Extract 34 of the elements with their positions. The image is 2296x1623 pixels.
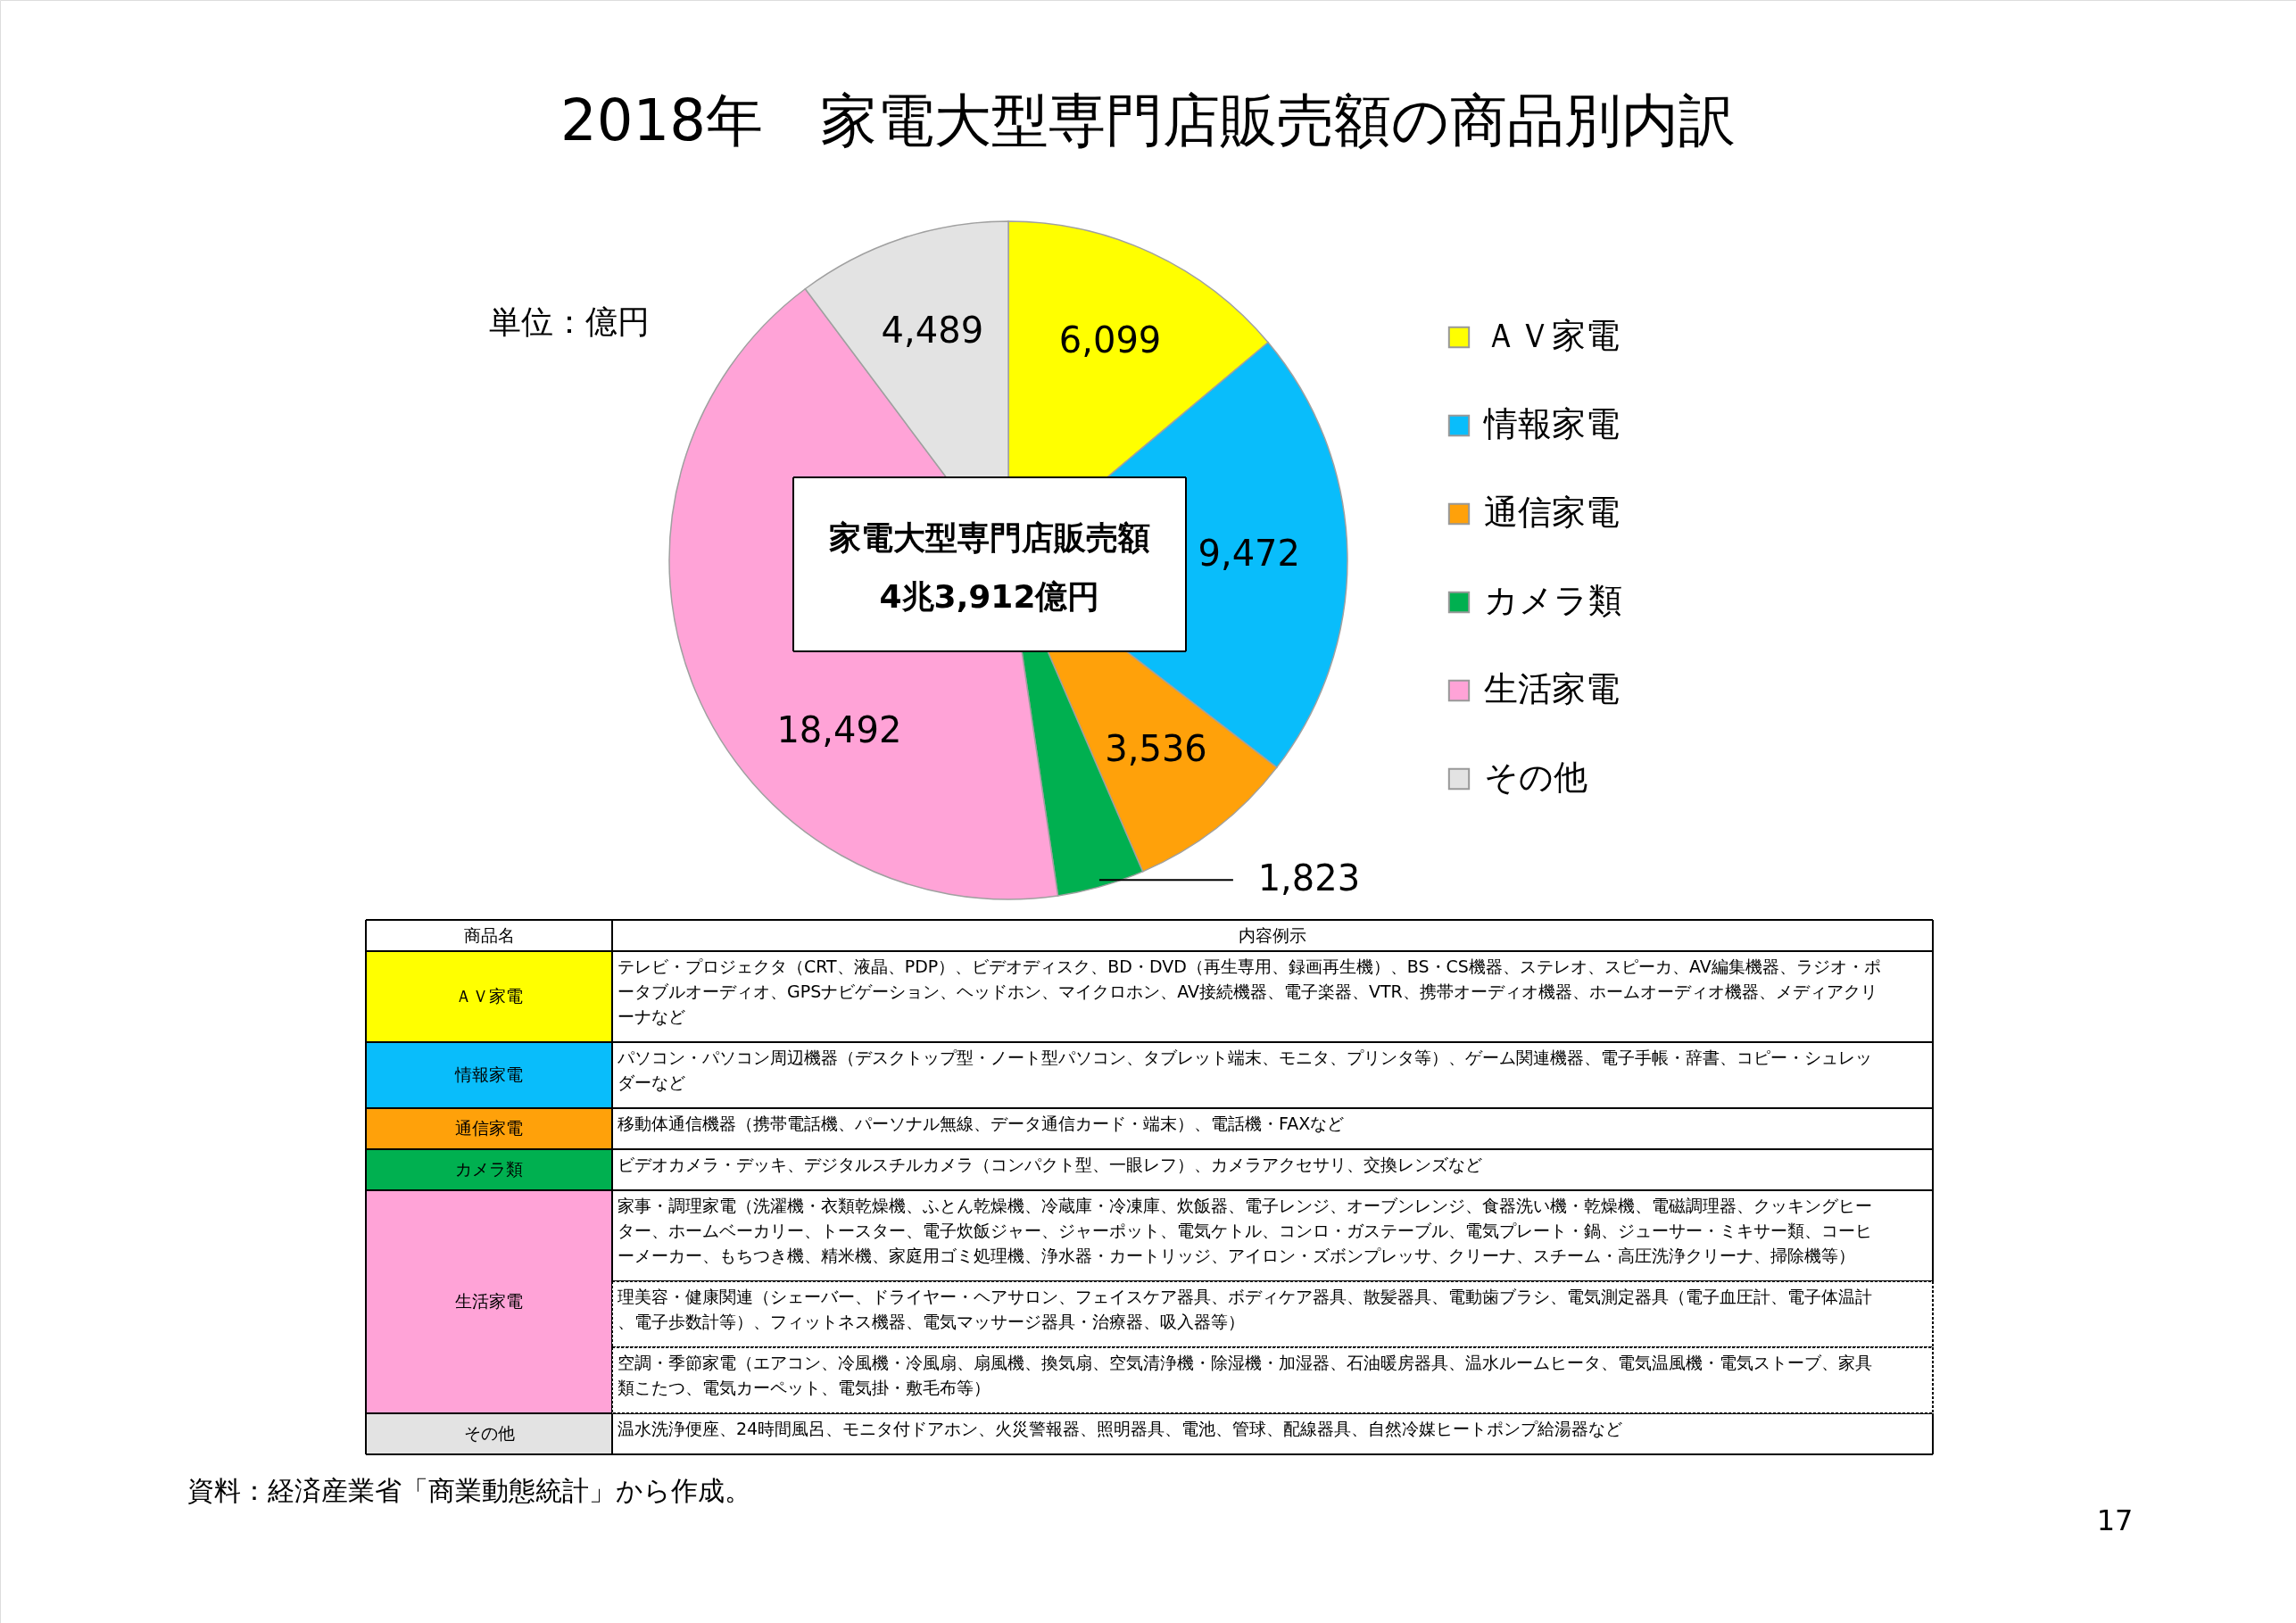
data-label: 4,489 <box>881 310 984 351</box>
text: 空調・季節家電（エアコン、冷風機・冷風扇、扇風機、換気扇、空気清浄機・除湿機・加湿器、石油暖房器具、温水ルームヒータ、電気温風機・電気ストーブ、家具類こたつ、電気カーペット、電気掛・敷毛布等） <box>618 1353 1872 1397</box>
legend-label: ＡＶ家電 <box>1484 316 1620 355</box>
text: 家事・調理家電（洗濯機・衣類乾燥機、ふとん乾燥機、冷蔵庫・冷凍庫、炊飯器、電子レンジ、オーブンレンジ、食器洗い機・乾燥機、電磁調理器、クッキングヒーター、ホームベーカリー、トースター、電子炊飯ジャー、ジャーポット、電気ケトル、コンロ・ガステーブル、電気プレート・鍋、ジューサー・ミキサー類、コーヒーメーカー、もちつき機、精米機、家庭用ゴミ処理機、浄水器・カートリッジ、アイロン・ズボンプレッサ、クリーナ、スチーム・高圧洗浄クリーナ、掃除機等） <box>618 1196 1872 1265</box>
text: 17 <box>2096 1503 2134 1537</box>
data-label: 3,536 <box>1105 728 1207 770</box>
data-label: 6,099 <box>1058 319 1162 361</box>
category-label: 情報家電 <box>455 1064 523 1084</box>
text: 移動体通信機器（携帯電話機、パーソナル無線、データ通信カード・端末）、電話機・FAXなど <box>618 1114 1345 1133</box>
data-label: 9,472 <box>1198 533 1300 575</box>
text: パソコン・パソコン周辺機器（デスクトップ型・ノート型パソコン、タブレット端末、モニタ、プリンタ等）、ゲーム関連機器、電子手帳・辞書、コピー・シュレッダーなど <box>617 1047 1872 1092</box>
text: 単位：億円 <box>489 303 650 340</box>
data-label: 18,492 <box>776 708 902 750</box>
legend-label: その他 <box>1484 758 1587 797</box>
category-label: カメラ類 <box>455 1159 523 1179</box>
text: 家電大型専門店販売額 <box>829 519 1150 556</box>
legend-label: 情報家電 <box>1483 404 1620 443</box>
category-label: 生活家電 <box>455 1291 523 1311</box>
text: 温水洗浄便座、24時間風呂、モニタ付ドアホン、火災警報器、照明器具、電池、管球、配線器具、自然冷媒ヒートポンプ給湯器など <box>618 1419 1623 1438</box>
text: 商品名 <box>463 925 515 945</box>
category-label: 通信家電 <box>455 1118 523 1138</box>
text: ビデオカメラ・デッキ、デジタルスチルカメラ（コンパクト型、一眼レフ）、カメラアクセサリ、交換レンズなど <box>618 1155 1482 1174</box>
chart-title: 2018年 家電大型専門店販売額の商品別内訳 <box>560 87 1736 153</box>
category-label: その他 <box>463 1423 515 1443</box>
text: 理美容・健康関連（シェーバー、ドライヤー・ヘアサロン、フェイスケア器具、ボディケア器具、散髪器具、電動歯ブラシ、電気測定器具（電子血圧計、電子体温計、電子歩数計等）、フィットネス機器、電気マッサージ器具・治療器、吸入器等） <box>618 1287 1872 1331</box>
legend-label: 通信家電 <box>1484 493 1620 532</box>
text: 4兆3,912億円 <box>879 578 1100 615</box>
text: テレビ・プロジェクタ（CRT、液晶、PDP）、ビデオディスク、BD・DVD（再生専用、録画再生機）、BS・CS機器、ステレオ、スピーカ、AV編集機器、ラジオ・ポータブルオーディオ、GPSナビゲーション、ヘッドホン、マイクロホン、AV接続機器、電子楽器、VTR、携帯オーディオ機器、ホームオーディオ機器、メディアクリーナなど <box>618 956 1881 1026</box>
data-label: 1,823 <box>1257 857 1361 899</box>
legend-label: 生活家電 <box>1484 669 1620 708</box>
text: 内容例示 <box>1239 925 1306 945</box>
legend-label: カメラ類 <box>1484 581 1622 620</box>
text: 資料：経済産業省「商業動態統計」から作成。 <box>187 1475 751 1506</box>
category-label: ＡＶ家電 <box>455 986 523 1006</box>
